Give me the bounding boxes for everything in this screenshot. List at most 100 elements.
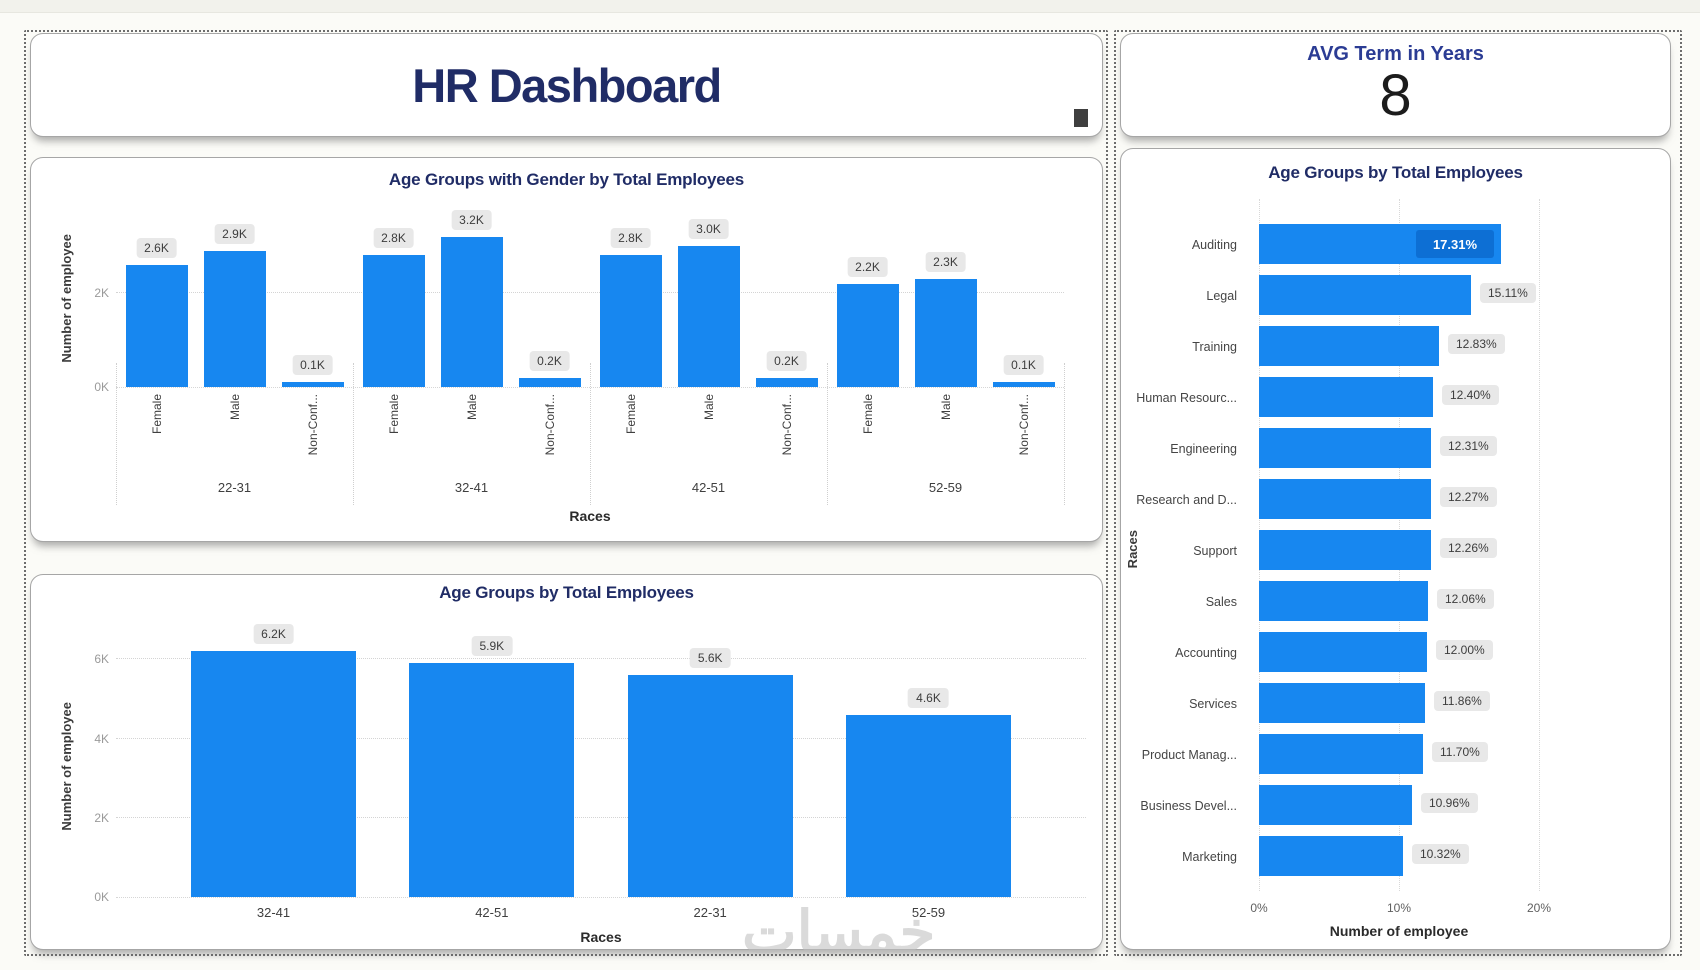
kpi-card[interactable]: AVG Term in Years 8 [1120,33,1671,137]
category-label-cell: Female [363,394,425,478]
top-strip [0,0,1700,13]
data-label: 10.32% [1412,844,1469,864]
x-axis-title: Races [569,508,611,524]
y-tick-label: 2K [94,286,109,300]
bar-52-59[interactable] [845,715,1011,897]
data-label: 2.8K [610,228,651,248]
selection-outline-left [24,30,1108,956]
category-label-cell: Male [915,394,977,478]
category-label: Engineering [1170,441,1237,456]
page-title: HR Dashboard [412,58,722,112]
category-label-group: Female Male Non-Conf... [827,394,1064,478]
data-label: 11.86% [1434,691,1490,711]
bar-Female[interactable] [362,255,425,387]
bar-Female[interactable] [599,255,662,387]
chart-races-card[interactable]: Age Groups by Total Employees Races 0% 10… [1120,148,1671,950]
group-label: 32-41 [454,480,489,495]
data-label: 0.1K [292,355,333,375]
category-label-cell: Non-Conf... [519,394,581,478]
bar-Research and D...[interactable] [1259,479,1431,519]
data-label: 3.2K [451,210,492,230]
bar-group-22-31: 2.6K 2.9K 0.1K [116,208,353,387]
category-label: Male [938,394,953,421]
group-label: 52-59 [928,480,963,495]
bar-Training[interactable] [1259,326,1439,366]
category-label-cell: Male [678,394,740,478]
category-label: Sales [1205,594,1237,609]
bar-slot: 0.1K [992,208,1055,387]
x-category-label: 42-51 [475,905,509,920]
bar-Engineering[interactable] [1259,428,1431,468]
group-separator [1064,363,1065,505]
bar-Male[interactable] [677,246,740,387]
category-label-group: Female Male Non-Conf... [590,394,827,478]
resize-handle-icon[interactable] [1074,109,1088,127]
y-tick-label: 4K [94,732,109,746]
bar-Services[interactable] [1259,683,1425,723]
bar-Support[interactable] [1259,530,1431,570]
data-label: 0.2K [529,351,570,371]
category-label: Human Resourc... [1136,390,1237,405]
bar-Male[interactable] [203,251,266,387]
bar-Non-Conf...[interactable] [755,378,818,387]
data-label: 10.96% [1421,793,1478,813]
bar-Male[interactable] [914,279,977,387]
bar-slot: 2.6K [125,208,188,387]
category-label: Female [386,394,401,435]
bar-42-51[interactable] [409,663,575,897]
bar-Legal[interactable] [1259,275,1471,315]
bar-Male[interactable] [440,237,503,387]
category-label: Male [227,394,242,421]
data-label: 12.31% [1440,436,1497,456]
data-label: 12.83% [1448,334,1505,354]
title-card[interactable]: HR Dashboard [30,33,1103,137]
group-label: 42-51 [691,480,726,495]
gridline [116,738,1086,739]
x-category-label: 52-59 [911,905,946,920]
bar-Marketing[interactable] [1259,836,1403,876]
data-label-wrap: 12.26% [1440,538,1497,558]
data-label: 4.6K [908,688,949,708]
bar-Non-Conf...[interactable] [281,382,344,387]
bar-22-31[interactable] [627,675,793,897]
category-label: Non-Conf... [305,394,320,456]
bar-Non-Conf...[interactable] [518,378,581,387]
bar-Non-Conf...[interactable] [992,382,1055,387]
bar-Business Devel...[interactable] [1259,785,1412,825]
data-label-wrap: 10.96% [1421,793,1478,813]
category-label: Non-Conf... [779,394,794,456]
bar-slot: 6.2K [191,624,356,897]
data-label: 6.2K [253,624,294,644]
bar-Female[interactable] [125,265,188,387]
chart-age-card[interactable]: Age Groups by Total Employees Number of … [30,574,1103,950]
bar-slot: 3.2K [440,208,503,387]
chart-gender-age-card[interactable]: Age Groups with Gender by Total Employee… [30,157,1103,542]
bar-32-41[interactable] [191,651,356,897]
bar-slot: 2.8K [362,208,425,387]
category-label: Marketing [1182,849,1237,864]
data-label: 2.8K [373,228,414,248]
bar-Sales[interactable] [1259,581,1428,621]
y-tick-label: 0K [94,890,109,904]
bar-Product Manag...[interactable] [1259,734,1423,774]
data-label-wrap: 11.86% [1434,691,1490,711]
chart-title: Age Groups by Total Employees [1268,163,1523,182]
category-label-cell: Female [126,394,188,478]
bar-Female[interactable] [836,284,899,387]
group-label: 22-31 [217,480,252,495]
category-label: Female [149,394,164,435]
bar-slot: 0.1K [281,208,344,387]
x-category-label: 22-31 [693,905,727,920]
bar-Human Resourc...[interactable] [1259,377,1433,417]
data-label-wrap: 11.70% [1432,742,1488,762]
data-label: 12.40% [1442,385,1499,405]
y-tick-label: 0K [94,380,109,394]
data-label: 0.1K [1003,355,1044,375]
gridline [116,658,1086,659]
chart-title: Age Groups with Gender by Total Employee… [388,170,745,189]
data-label: 15.11% [1480,283,1536,303]
bar-Accounting[interactable] [1259,632,1427,672]
x-axis-title: Races [580,929,622,945]
data-label: 0.2K [766,351,807,371]
